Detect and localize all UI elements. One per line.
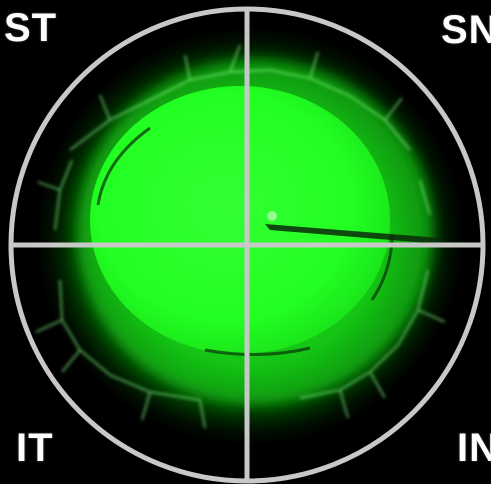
dark-streak bbox=[265, 224, 440, 244]
label-inferior-temporal: IT bbox=[16, 426, 54, 470]
central-stained-disc bbox=[90, 86, 390, 354]
label-superior-temporal: ST bbox=[4, 6, 58, 50]
label-superior-nasal: SN bbox=[441, 8, 491, 52]
disc-edge-shadows bbox=[96, 126, 394, 357]
reticular-pattern bbox=[35, 44, 446, 429]
quadrant-grid-overlay bbox=[8, 6, 486, 484]
label-inferior-nasal: IN bbox=[457, 426, 491, 470]
corneal-reflex bbox=[267, 211, 277, 221]
